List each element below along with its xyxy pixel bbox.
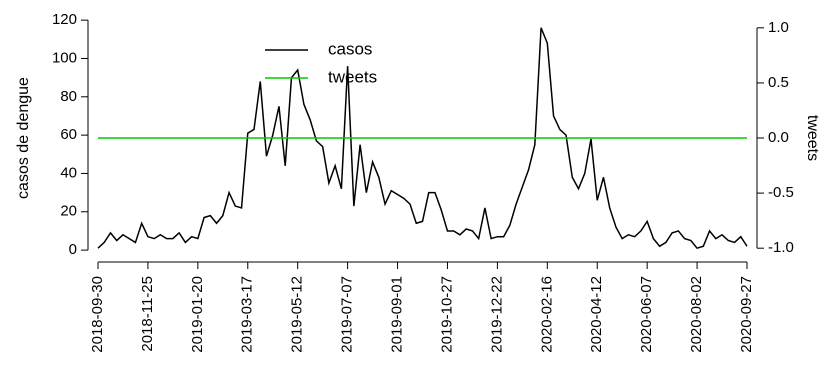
x-tick-label: 2019-09-01 [389,276,406,353]
y-tick-label: 100 [52,49,77,66]
legend-label: casos [328,39,372,58]
x-tick-label: 2020-02-16 [538,276,555,353]
x-tick-label: 2019-07-07 [339,276,356,353]
y-tick-label: 0 [69,241,77,258]
x-tick-label: 2019-03-17 [239,276,256,353]
y-tick-label: 120 [52,11,77,28]
x-tick-label: 2020-09-27 [738,276,755,353]
series-line [97,27,748,250]
legend-label: tweets [328,67,377,86]
y2-tick-label: -1.0 [768,239,794,256]
x-tick-label: 2020-08-02 [688,276,705,353]
x-tick-label: 2019-01-20 [189,276,206,353]
y2-tick-label: 1.0 [768,19,789,36]
y2-tick-label: -0.5 [768,184,794,201]
y-axis-label: casos de dengue [15,77,32,199]
y-tick-label: 40 [60,164,77,181]
x-tick-label: 2019-05-12 [289,276,306,353]
x-tick-label: 2020-06-07 [638,276,655,353]
y-tick-label: 20 [60,203,77,220]
x-tick-label: 2018-11-25 [139,276,156,352]
y2-tick-label: 0.0 [768,129,789,146]
x-tick-label: 2020-04-12 [588,276,605,353]
y2-tick-label: 0.5 [768,74,789,91]
x-tick-label: 2019-12-22 [488,276,505,353]
y2-axis-label: tweets [804,115,821,161]
x-tick-label: 2019-10-27 [438,276,455,353]
y-tick-label: 80 [60,88,77,105]
y-tick-label: 60 [60,126,77,143]
x-tick-label: 2018-09-30 [89,276,106,353]
